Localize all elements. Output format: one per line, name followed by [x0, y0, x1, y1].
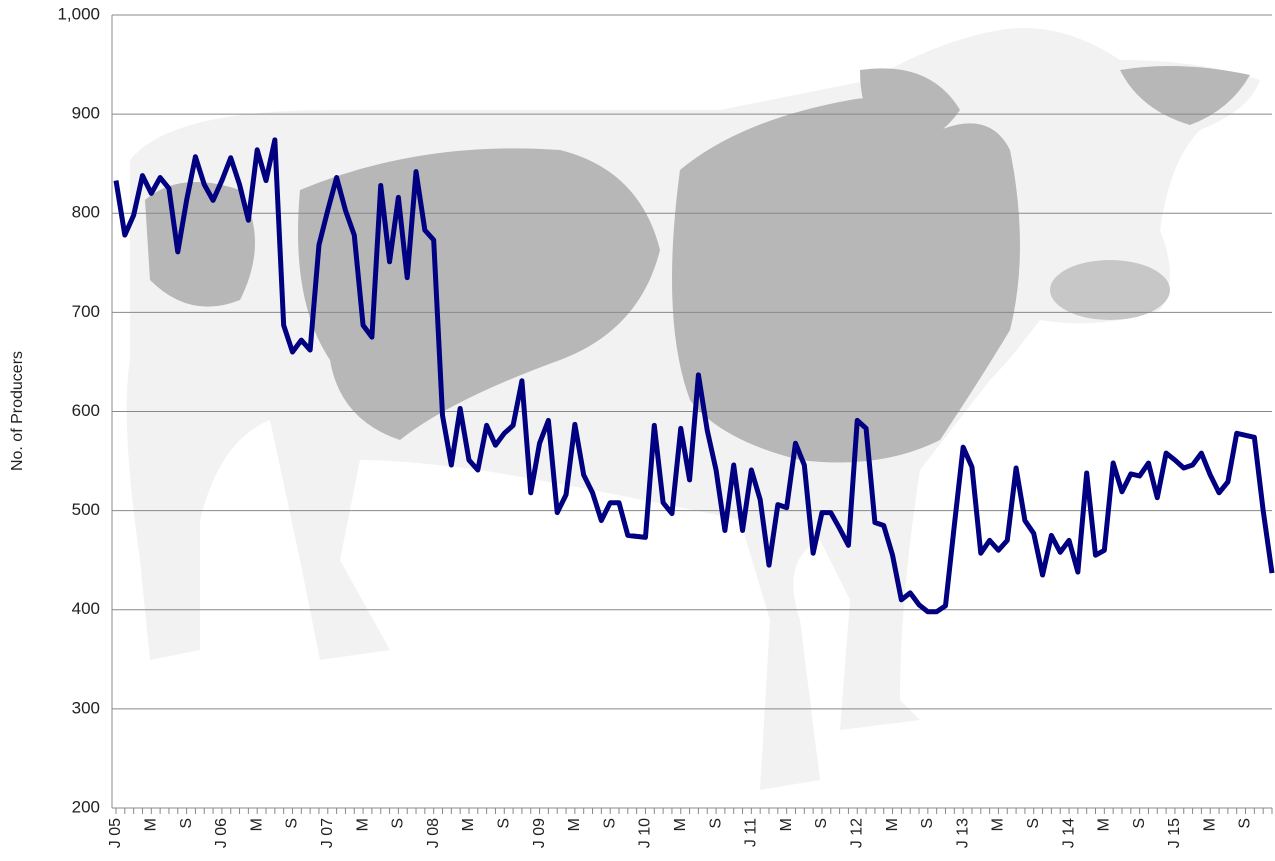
x-tick-label: S — [495, 818, 512, 829]
y-tick-label: 500 — [72, 500, 100, 519]
y-axis-label: No. of Producers — [9, 351, 26, 471]
y-tick-label: 300 — [72, 698, 100, 717]
x-tick-label: J 10 — [637, 818, 654, 848]
x-tick-label: M — [1096, 818, 1113, 831]
y-tick-label: 700 — [72, 302, 100, 321]
x-tick-label: J 13 — [954, 818, 971, 848]
x-tick-label: J 06 — [213, 818, 230, 848]
x-tick-label: J 09 — [531, 818, 548, 848]
x-tick-label: S — [1025, 818, 1042, 829]
y-tick-label: 600 — [72, 401, 100, 420]
y-tick-label: 800 — [72, 203, 100, 222]
x-tick-label: J 14 — [1060, 818, 1077, 848]
x-tick-label: J 07 — [319, 818, 336, 848]
x-tick-label: S — [390, 818, 407, 829]
x-tick-label: M — [778, 818, 795, 831]
x-tick-label: J 15 — [1166, 818, 1183, 848]
x-tick-label: S — [1237, 818, 1254, 829]
x-tick-label: M — [460, 818, 477, 831]
x-tick-label: M — [354, 818, 371, 831]
x-tick-label: M — [884, 818, 901, 831]
x-tick-label: S — [178, 818, 195, 829]
x-tick-label: M — [1201, 818, 1218, 831]
x-tick-label: J 05 — [107, 818, 124, 848]
x-tick-label: M — [248, 818, 265, 831]
x-tick-label: M — [672, 818, 689, 831]
x-tick-label: S — [813, 818, 830, 829]
x-tick-label: S — [284, 818, 301, 829]
x-tick-label: J 08 — [425, 818, 442, 848]
y-tick-label: 900 — [72, 104, 100, 123]
x-tick-label: J 12 — [848, 818, 865, 848]
x-tick-label: M — [990, 818, 1007, 831]
series-line — [113, 137, 1275, 615]
y-tick-label: 1,000 — [57, 4, 100, 23]
x-tick-label: S — [919, 818, 936, 829]
x-tick-label: S — [601, 818, 618, 829]
x-tick-label: M — [566, 818, 583, 831]
x-tick-label: S — [1131, 818, 1148, 829]
x-tick-label: M — [143, 818, 160, 831]
y-tick-label: 200 — [72, 797, 100, 816]
y-tick-label: 400 — [72, 599, 100, 618]
x-tick-label: S — [707, 818, 724, 829]
x-tick-label: J 11 — [743, 818, 760, 847]
